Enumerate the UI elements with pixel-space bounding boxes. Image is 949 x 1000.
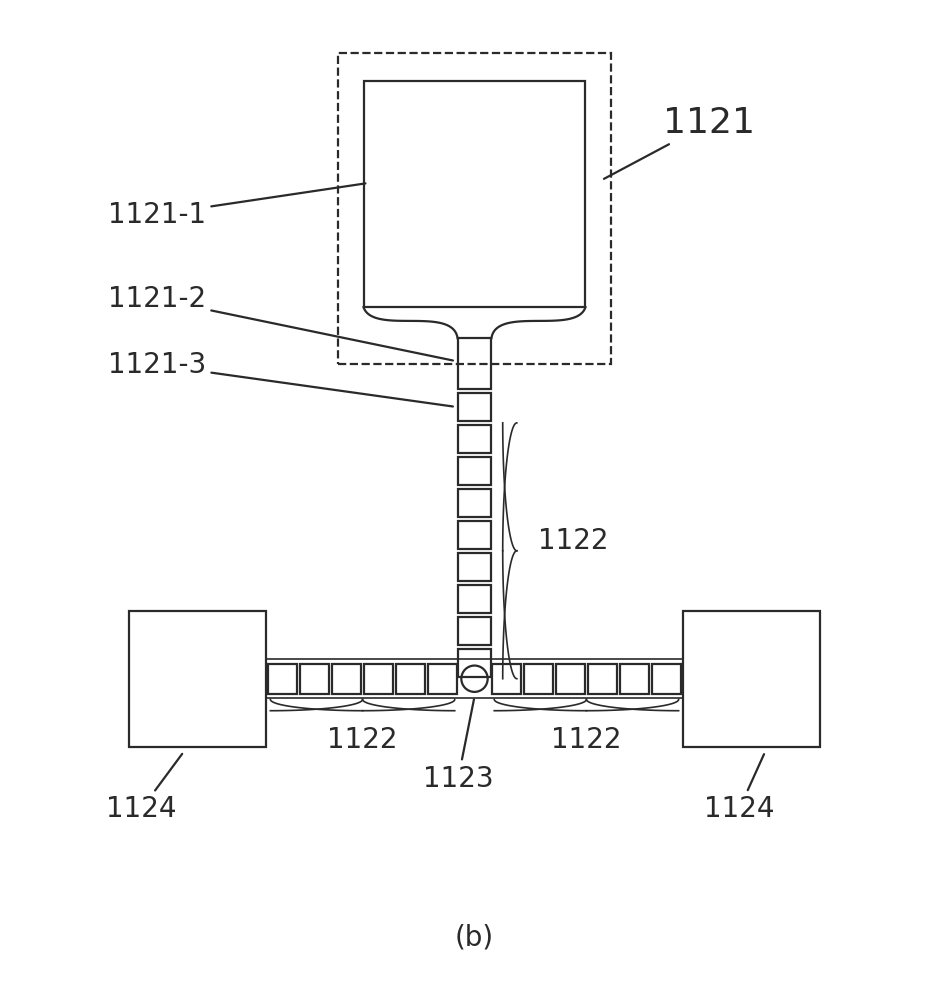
Bar (266, 659, 683, 698)
Bar (493, 664, 521, 694)
Bar (457, 393, 492, 421)
Bar (364, 664, 393, 694)
Bar (457, 585, 492, 613)
Bar (457, 649, 492, 677)
Text: (b): (b) (455, 923, 494, 951)
Bar (457, 489, 492, 517)
Bar (457, 617, 492, 645)
Bar (525, 664, 552, 694)
Bar (457, 521, 492, 549)
Bar (683, 611, 820, 747)
Bar (621, 664, 648, 694)
Text: 1121: 1121 (604, 106, 754, 179)
Text: 1124: 1124 (704, 754, 774, 823)
Bar (269, 664, 297, 694)
Text: 1122: 1122 (327, 726, 398, 754)
Bar (129, 611, 266, 747)
Bar (397, 664, 424, 694)
Text: 1124: 1124 (105, 754, 182, 823)
Bar (556, 664, 585, 694)
Text: 1123: 1123 (422, 699, 493, 793)
Bar (338, 53, 611, 364)
Bar (457, 457, 492, 485)
Text: 1121-2: 1121-2 (107, 285, 453, 361)
Text: 1121-3: 1121-3 (107, 351, 453, 406)
Bar (428, 664, 456, 694)
Bar (457, 338, 492, 389)
Text: 1121-1: 1121-1 (107, 183, 365, 229)
Bar (588, 664, 617, 694)
Bar (301, 664, 328, 694)
Text: 1122: 1122 (551, 726, 622, 754)
Bar (332, 664, 361, 694)
Bar (652, 664, 680, 694)
Text: 1122: 1122 (537, 527, 608, 555)
Bar (457, 553, 492, 581)
Bar (363, 81, 586, 307)
Bar (457, 425, 492, 453)
